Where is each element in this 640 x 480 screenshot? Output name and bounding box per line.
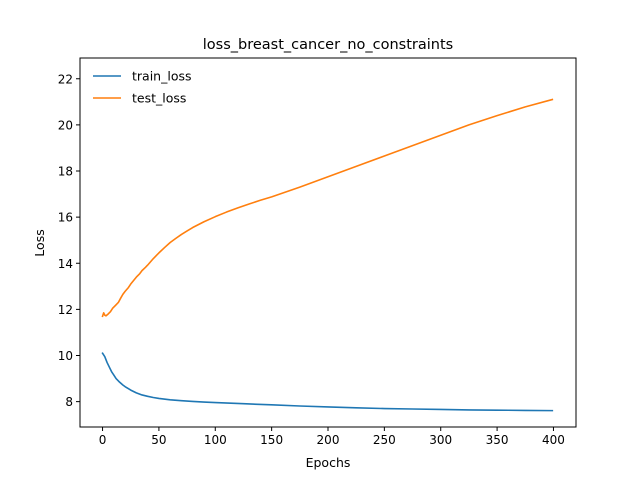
x-tick-label: 150 <box>260 433 283 447</box>
x-tick-label: 300 <box>429 433 452 447</box>
x-tick-label: 50 <box>151 433 166 447</box>
x-tick-label: 400 <box>542 433 565 447</box>
series-layer <box>101 98 554 412</box>
y-tick-label: 16 <box>58 211 73 225</box>
series-line-test_loss <box>101 98 554 318</box>
y-tick-label: 18 <box>58 165 73 179</box>
y-tick-label: 14 <box>58 257 73 271</box>
y-tick-label: 8 <box>65 395 73 409</box>
x-axis-ticks: 0 50 100 150 200 250 300 350 400 <box>99 427 565 447</box>
legend-label-test_loss: test_loss <box>132 91 186 106</box>
x-tick-label: 250 <box>373 433 396 447</box>
chart-title: loss_breast_cancer_no_constraints <box>203 37 453 53</box>
y-axis-label: Loss <box>32 229 47 256</box>
x-tick-label: 0 <box>99 433 107 447</box>
x-axis-label: Epochs <box>306 455 351 470</box>
legend-label-train_loss: train_loss <box>132 69 192 84</box>
x-tick-label: 350 <box>486 433 509 447</box>
series-line-train_loss <box>101 352 554 412</box>
plot-area <box>80 58 576 427</box>
y-axis-ticks: 8 10 12 14 16 18 20 22 <box>58 72 80 409</box>
x-tick-label: 100 <box>204 433 227 447</box>
legend: train_loss test_loss <box>93 69 192 106</box>
y-tick-label: 20 <box>58 118 73 132</box>
y-tick-label: 10 <box>58 349 73 363</box>
x-tick-label: 200 <box>317 433 340 447</box>
y-tick-label: 22 <box>58 72 73 86</box>
y-tick-label: 12 <box>58 303 73 317</box>
